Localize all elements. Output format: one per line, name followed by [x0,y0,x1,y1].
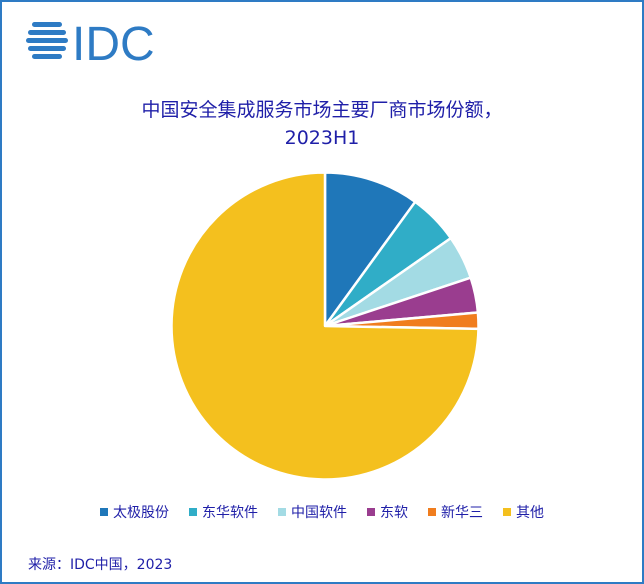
pie-slice-其他 [170,171,480,481]
globe-icon [26,22,68,59]
legend-label: 东软 [380,505,408,521]
legend-swatch [367,508,375,516]
chart-title-line1: 中国安全集成服务市场主要厂商市场份额， [141,99,503,121]
legend-label: 太极股份 [113,505,169,521]
legend-label: 中国软件 [291,505,347,521]
chart-title-line2: 2023H1 [284,127,360,149]
svg-text:IDC: IDC [72,18,155,66]
legend-swatch [503,508,511,516]
legend-item: 中国软件 [278,502,347,522]
legend-swatch [278,508,286,516]
legend-item: 其他 [503,502,544,522]
legend-label: 其他 [516,505,544,521]
legend-item: 新华三 [428,502,483,522]
legend-item: 东华软件 [189,502,258,522]
legend-swatch [100,508,108,516]
legend-item: 太极股份 [100,502,169,522]
legend-label: 新华三 [441,505,483,521]
legend-swatch [428,508,436,516]
legend-label: 东华软件 [202,505,258,521]
idc-logo: IDC [26,18,155,66]
pie-chart [170,171,480,481]
source-note: 来源：IDC中国，2023 [28,557,173,573]
legend-item: 东软 [367,502,408,522]
legend-swatch [189,508,197,516]
pie-slice-太极股份 [323,171,417,328]
legend: 太极股份 东华软件 中国软件 东软 新华三 其他 [0,502,644,522]
